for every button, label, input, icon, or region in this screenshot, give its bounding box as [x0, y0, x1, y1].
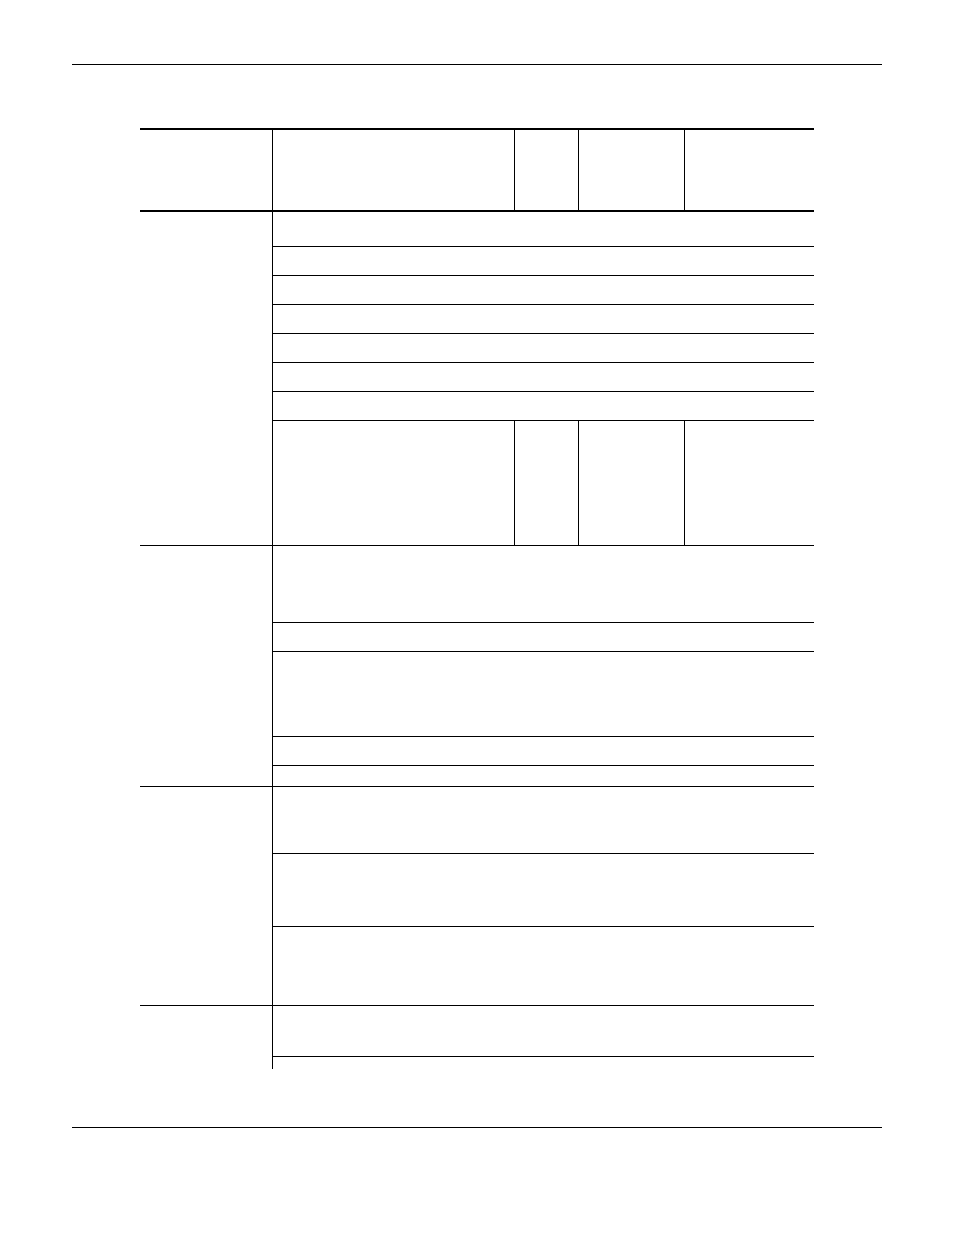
vline — [272, 766, 273, 786]
vline — [272, 927, 273, 1005]
table-row — [140, 854, 814, 926]
table-row — [140, 421, 814, 545]
table-skeleton — [140, 128, 814, 1069]
table-row — [140, 392, 814, 420]
table-row — [140, 787, 814, 853]
vline — [272, 392, 273, 420]
table-row — [140, 247, 814, 275]
table-row — [140, 276, 814, 304]
table-row — [140, 212, 814, 246]
vline — [272, 334, 273, 362]
vline — [684, 130, 685, 210]
table-row — [140, 305, 814, 333]
vline — [514, 130, 515, 210]
table-row — [140, 1006, 814, 1056]
vline — [272, 623, 273, 651]
vline — [272, 854, 273, 926]
vline — [272, 737, 273, 765]
table-row — [140, 546, 814, 622]
vline — [272, 652, 273, 736]
vline — [272, 247, 273, 275]
vline — [272, 212, 273, 246]
table-row — [140, 623, 814, 651]
table-row — [140, 766, 814, 786]
vline — [684, 421, 685, 545]
vline — [272, 305, 273, 333]
vline — [578, 130, 579, 210]
table-row — [140, 1057, 814, 1069]
vline — [272, 276, 273, 304]
table-row — [140, 334, 814, 362]
vline — [272, 546, 273, 622]
table-row — [140, 652, 814, 736]
vline — [272, 363, 273, 391]
table-row — [140, 927, 814, 1005]
page — [0, 0, 954, 1235]
vline — [272, 1057, 273, 1069]
vline — [272, 130, 273, 210]
vline — [272, 421, 273, 545]
vline — [272, 1006, 273, 1056]
top-rule — [72, 64, 882, 65]
table-row — [140, 737, 814, 765]
vline — [514, 421, 515, 545]
table-row — [140, 130, 814, 210]
table-row — [140, 363, 814, 391]
bottom-rule — [72, 1127, 882, 1128]
vline — [272, 787, 273, 853]
vline — [578, 421, 579, 545]
